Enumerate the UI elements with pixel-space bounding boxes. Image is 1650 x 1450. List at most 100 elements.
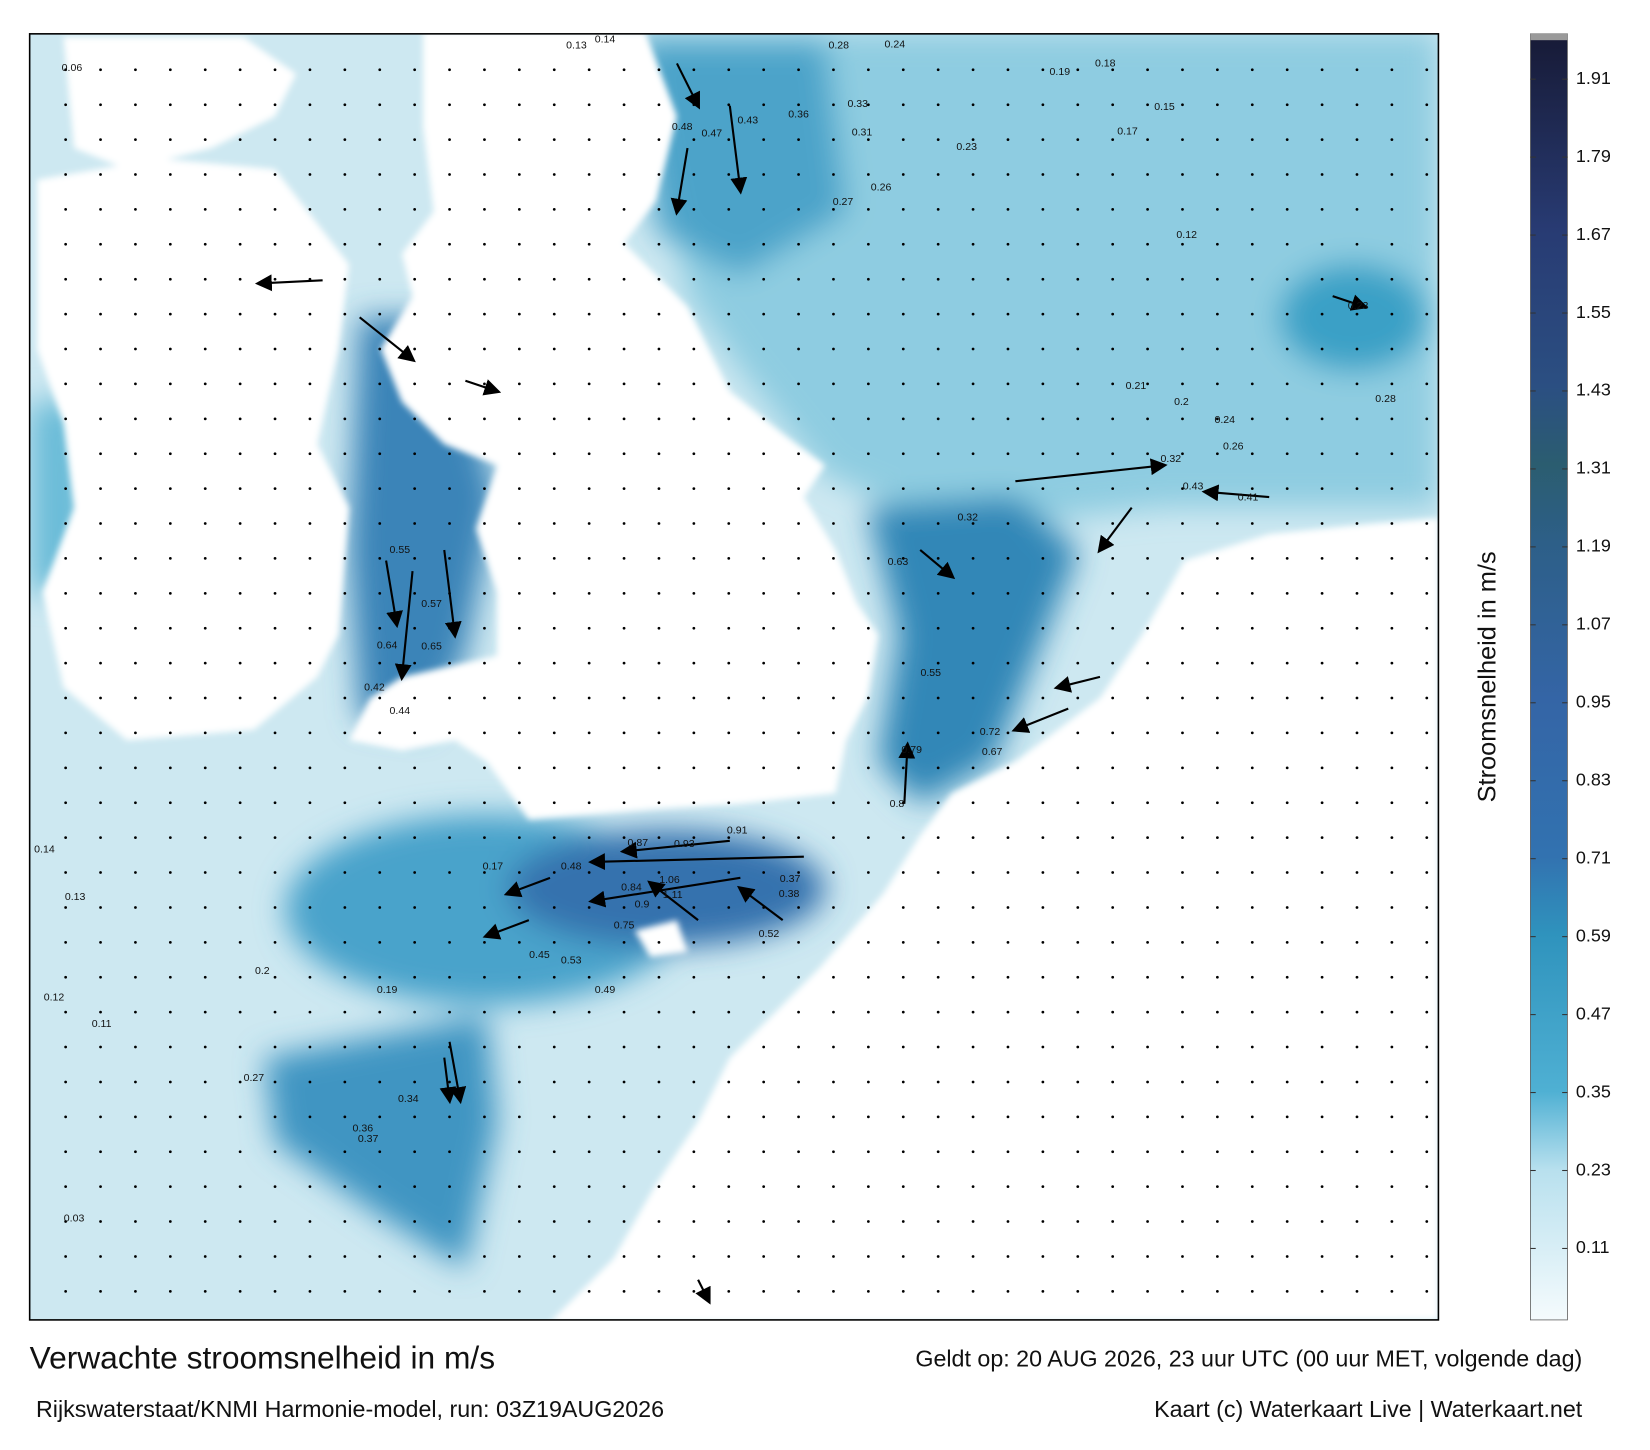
grid-dot [378,138,382,141]
grid-dot [762,975,766,979]
grid-dot [238,626,242,630]
grid-dot [448,836,451,840]
grid-dot [134,173,137,176]
grid-dot [587,347,591,351]
grid-dot [308,731,312,735]
grid-dot [203,347,207,351]
grid-dot [1041,801,1045,805]
grid-dot [203,731,207,735]
grid-dot [134,696,137,700]
grid-dot [343,1045,347,1049]
grid-dot [413,103,417,107]
grid-dot [1041,557,1045,560]
grid-dot [168,1115,172,1119]
grid-dot [1320,417,1324,421]
grid-dot [308,1185,312,1189]
grid-dot [866,1150,870,1154]
grid-dot [378,103,382,107]
grid-dot [483,138,486,141]
grid-dot [832,696,835,700]
grid-dot [936,1080,940,1084]
grid-dot [1041,103,1045,107]
grid-dot [1006,661,1010,665]
grid-dot [1390,452,1394,456]
grid-dot [1355,522,1359,525]
grid-dot [64,557,68,560]
grid-dot [971,487,975,490]
grid-dot [1250,1080,1254,1084]
grid-dot [797,347,800,351]
grid-dot [587,661,591,665]
grid-dot [552,940,556,944]
grid-dot [203,417,207,421]
grid-dot [1216,522,1219,525]
grid-dot [552,1220,556,1223]
grid-dot [1250,522,1254,525]
grid-dot [273,522,277,525]
grid-dot [1146,1289,1149,1293]
grid-dot [203,277,207,281]
speed-labels: 0.060.130.140.28 0.240.190.180.480.470.43… [34,34,1396,1225]
speed-label: 0.13 [566,40,587,52]
grid-dot [168,591,172,595]
grid-dot [203,452,207,456]
grid-dot [1041,242,1045,246]
grid-dot [971,382,975,386]
grid-dot [1285,1185,1289,1189]
grid-dot [1250,1115,1254,1119]
grid-dot [238,1150,242,1154]
grid-dot [692,1185,696,1189]
grid-dot [1285,138,1289,141]
grid-dot [1216,1115,1219,1119]
grid-dot [64,1115,68,1119]
grid-dot [832,487,835,490]
grid-dot [692,871,696,874]
speed-label: 0.23 [956,141,977,153]
grid-dot [378,801,382,805]
grid-dot [1181,696,1184,700]
grid-dot [622,871,626,874]
arrow [588,853,804,871]
grid-dot [797,906,800,909]
grid-dot [517,871,521,874]
grid-dot [1181,417,1184,421]
map-frame [28,33,1440,1321]
grid-dot [517,1080,521,1084]
grid-dot [1111,487,1115,490]
grid-dot [727,871,731,874]
grid-dot [238,801,242,805]
grid-dot [1216,731,1219,735]
grid-dot [1041,1289,1045,1293]
grid-dot [308,347,312,351]
grid-dot [1285,242,1289,246]
grid-dot [1320,766,1324,770]
grid-dot [797,1289,800,1293]
grid-dot [343,382,347,386]
grid-dot [1320,1150,1324,1154]
grid-dot [238,417,242,421]
grid-dot [1390,801,1394,805]
grid-dot [657,347,661,351]
grid-dot [343,452,347,456]
grid-dot [1216,208,1219,211]
grid-dot [1076,312,1080,316]
grid-dot [1425,68,1429,72]
speed-label: 0.48 [672,121,693,133]
grid-dot [1006,347,1010,351]
grid-dot [832,1220,835,1223]
grid-dot [622,557,626,560]
grid-dot [1041,766,1045,770]
grid-dot [168,173,172,176]
grid-dot [273,940,277,944]
grid-dot [64,661,68,665]
grid-dot [692,522,696,525]
speed-label: 0.55 [920,667,941,679]
colorbar-tick-label: 0.35 [1576,1081,1611,1101]
grid-dot [1216,871,1219,874]
grid-dot [1285,277,1289,281]
grid-dot [1216,591,1219,595]
grid-dot [1320,975,1324,979]
grid-dot [343,1289,347,1293]
grid-dot [343,836,347,840]
grid-dot [1250,1255,1254,1258]
